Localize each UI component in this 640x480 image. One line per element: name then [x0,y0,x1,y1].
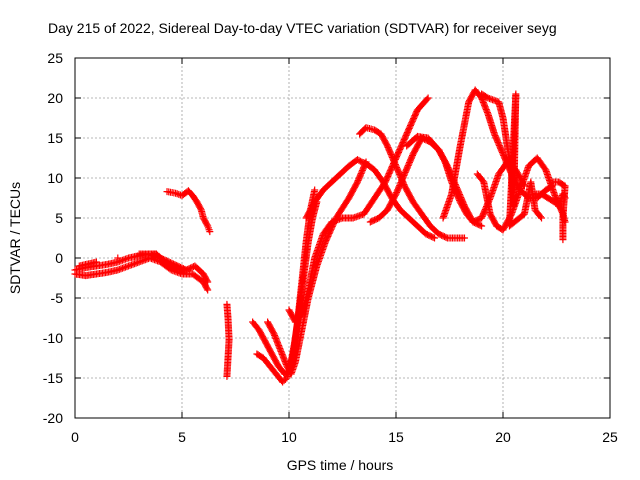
data-point [203,285,211,293]
y-tick-label: 20 [47,90,63,106]
data-point [424,94,432,102]
data-point [442,233,450,241]
series-points-19-21 [478,90,546,230]
data-point [536,213,544,221]
x-tick-label: 0 [71,429,79,445]
x-tick-label: 15 [388,429,404,445]
y-tick-label: 0 [55,250,63,266]
series-points-22-23 [548,178,569,244]
data-point [204,278,212,286]
chart-title: Day 215 of 2022, Sidereal Day-to-day VTE… [48,20,557,36]
data-point [423,95,431,103]
y-tick-label: 15 [47,130,63,146]
data-point [431,234,439,242]
y-tick-label: 10 [47,170,63,186]
data-points [71,86,569,386]
plot-frame [74,57,611,419]
data-point [92,258,100,266]
y-tick-label: -15 [43,370,63,386]
data-point [203,277,211,285]
data-point [181,265,189,273]
data-point [206,228,214,236]
series-arc-17 [473,154,569,234]
series-arc-early-4 [148,252,190,274]
series-arc-11 [285,94,432,326]
axis-ticks [74,57,611,419]
series-arc-13 [356,124,468,242]
series-arc-5 [163,187,214,236]
data-point [311,186,319,194]
data-point [478,222,486,230]
y-axis-label: SDTVAR / TECUs [7,182,23,294]
data-point [182,266,190,274]
data-point [204,286,212,294]
y-tick-label: 25 [47,50,63,66]
x-tick-label: 20 [495,429,511,445]
x-tick-label: 10 [281,429,297,445]
x-axis-label: GPS time / hours [287,457,394,473]
data-point [538,214,546,222]
series-points-7 [223,300,233,380]
y-tick-label: 5 [55,210,63,226]
data-point [559,236,567,244]
data-point [429,233,437,241]
data-point [460,234,468,242]
y-tick-label: -10 [43,330,63,346]
x-tick-label: 25 [602,429,618,445]
y-tick-label: -20 [43,410,63,426]
data-point [476,221,484,229]
data-point [223,372,231,380]
y-tick-label: -5 [51,290,64,306]
tick-labels: 0 5 10 15 20 25 -20 -15 -10 -5 0 5 10 15 20 25 [43,50,618,445]
x-tick-label: 5 [178,429,186,445]
data-point [203,221,211,229]
data-point [114,254,122,262]
